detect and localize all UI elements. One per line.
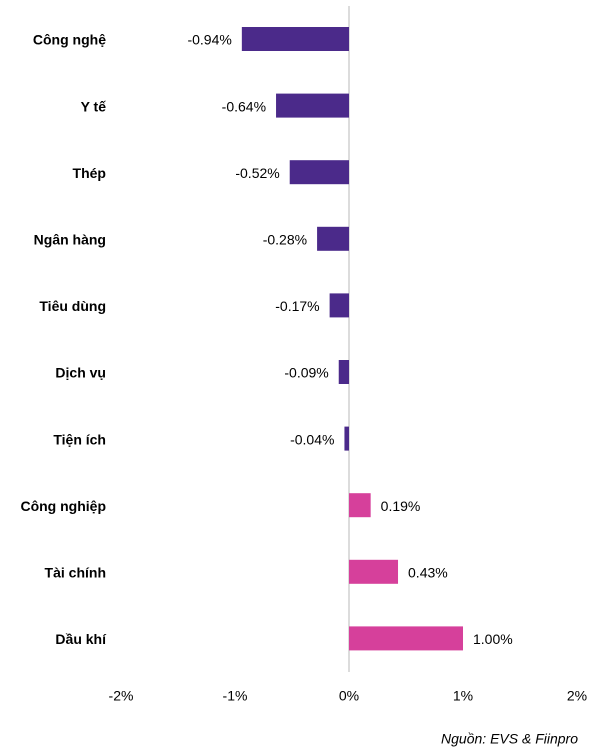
category-label: Dầu khí	[55, 631, 107, 647]
bar	[241, 27, 349, 51]
value-label: 0.43%	[408, 565, 448, 581]
value-label: -0.94%	[187, 32, 231, 48]
value-label: -0.64%	[222, 98, 266, 114]
bar	[349, 559, 399, 584]
bar	[349, 493, 371, 518]
bar	[349, 626, 463, 651]
value-label: 0.19%	[381, 498, 421, 514]
category-label: Tiêu dùng	[39, 298, 106, 314]
x-tick-label: 0%	[339, 688, 359, 704]
value-label: -0.04%	[290, 431, 334, 447]
x-tick-label: -2%	[109, 688, 134, 704]
category-label: Tài chính	[45, 565, 106, 581]
category-label: Ngân hàng	[34, 232, 106, 248]
bar	[338, 360, 349, 384]
x-tick-label: 2%	[567, 688, 587, 704]
category-label: Thép	[73, 165, 106, 181]
value-label: -0.17%	[275, 298, 319, 314]
x-tick-label: 1%	[453, 688, 473, 704]
bar	[276, 93, 349, 118]
category-label: Công nghệ	[33, 32, 106, 48]
source-note: Nguồn: EVS & Fiinpro	[441, 731, 578, 747]
category-label: Tiện ích	[53, 431, 106, 447]
category-label: Y tế	[81, 98, 107, 114]
category-label: Công nghiệp	[20, 498, 106, 514]
value-label: -0.28%	[263, 232, 307, 248]
x-tick-label: -1%	[223, 688, 248, 704]
bar	[344, 426, 349, 451]
bar	[329, 293, 349, 318]
value-label: 1.00%	[473, 631, 513, 647]
bar	[317, 226, 349, 251]
bar	[289, 160, 349, 185]
value-label: -0.09%	[284, 365, 328, 381]
category-label: Dịch vụ	[55, 365, 106, 381]
value-label: -0.52%	[235, 165, 279, 181]
